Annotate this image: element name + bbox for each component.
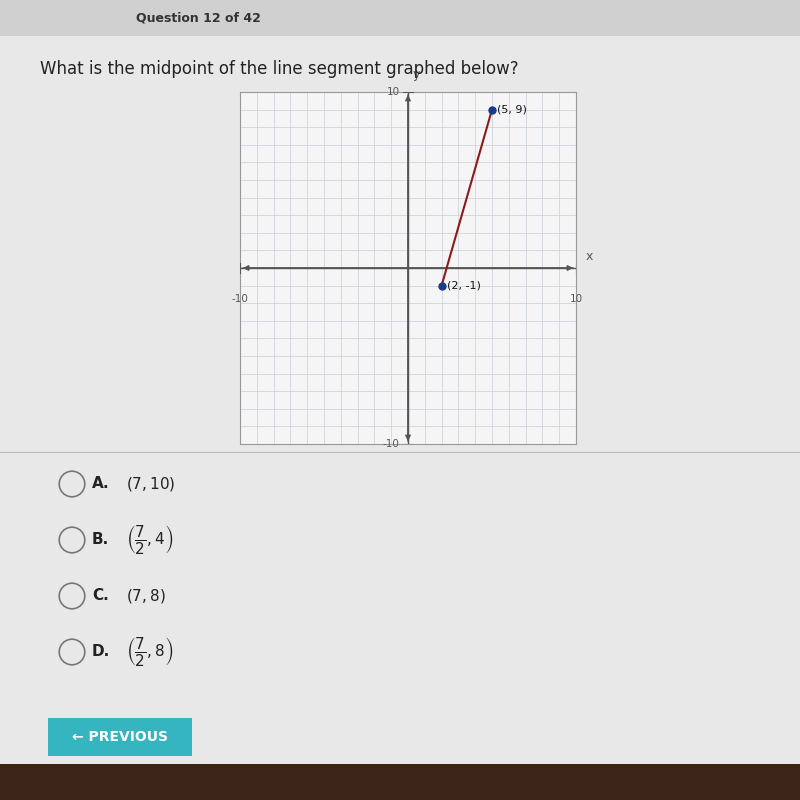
Text: 10: 10: [570, 294, 582, 304]
Text: $(7, 8)$: $(7, 8)$: [126, 587, 166, 605]
Text: y: y: [413, 69, 420, 82]
Text: A.: A.: [92, 477, 110, 491]
Text: Question 12 of 42: Question 12 of 42: [136, 11, 261, 24]
Text: B.: B.: [92, 533, 110, 547]
Text: $\left(\dfrac{7}{2}, 8\right)$: $\left(\dfrac{7}{2}, 8\right)$: [126, 635, 174, 669]
Text: D.: D.: [92, 645, 110, 659]
Text: ← PREVIOUS: ← PREVIOUS: [72, 730, 168, 744]
Text: -10: -10: [382, 439, 400, 449]
Text: C.: C.: [92, 589, 109, 603]
Text: (2, -1): (2, -1): [446, 281, 481, 290]
Text: What is the midpoint of the line segment graphed below?: What is the midpoint of the line segment…: [40, 60, 518, 78]
Text: (5, 9): (5, 9): [497, 105, 527, 114]
Text: x: x: [586, 250, 594, 262]
Text: $(7, 10)$: $(7, 10)$: [126, 475, 176, 493]
Text: $\left(\dfrac{7}{2}, 4\right)$: $\left(\dfrac{7}{2}, 4\right)$: [126, 523, 174, 557]
Text: 10: 10: [386, 87, 400, 97]
Text: -10: -10: [231, 294, 249, 304]
Text: hp: hp: [391, 775, 409, 789]
